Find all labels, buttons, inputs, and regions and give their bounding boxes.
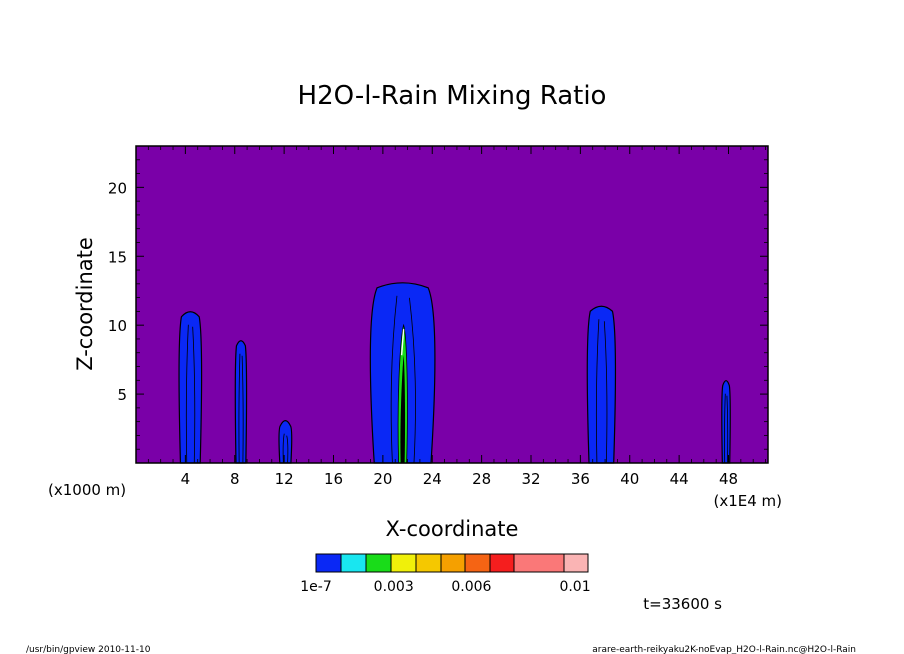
x-tick-label: 12 — [275, 470, 294, 488]
x-scale-label: (x1E4 m) — [713, 492, 782, 510]
colorbar-swatch — [365, 553, 392, 573]
colorbar-swatch — [390, 553, 417, 573]
colorbar-swatch — [440, 553, 466, 573]
colorbar-swatch — [563, 553, 589, 573]
contour-line — [390, 295, 398, 464]
contour-line — [192, 326, 196, 464]
footer-left: /usr/bin/gpview 2010-11-10 — [26, 645, 151, 654]
contour-line — [726, 395, 729, 464]
x-axis: 4 8 12 16 20 24 28 32 36 40 44 48 — [147, 146, 766, 488]
x-tick-label: 44 — [670, 470, 689, 488]
colorbar-tick-label: 0.003 — [374, 579, 414, 595]
y-tick-label: 20 — [108, 179, 127, 197]
time-label: t=33600 s — [643, 595, 722, 613]
contour-line — [238, 353, 241, 464]
x-tick-label: 8 — [230, 470, 240, 488]
contour-line — [241, 355, 244, 464]
x-tick-label: 40 — [620, 470, 639, 488]
rain-core-dense — [400, 355, 406, 463]
colorbar-tick-label: 0.006 — [451, 579, 491, 595]
x-tick-label: 28 — [472, 470, 491, 488]
contour-line — [409, 297, 416, 464]
contour-line — [595, 319, 600, 464]
x-tick-label: 20 — [373, 470, 392, 488]
contour-line — [286, 435, 289, 464]
colorbar-tick-label: 1e-7 — [300, 579, 331, 595]
plume-layer — [178, 282, 731, 464]
colorbar-tick-label: 0.01 — [559, 579, 590, 595]
contour-line — [282, 433, 285, 464]
x-tick-label: 16 — [324, 470, 343, 488]
colorbar-swatch — [340, 553, 367, 573]
rain-plume-1 — [178, 311, 203, 464]
colorbar-swatch — [489, 553, 515, 573]
x-tick-label: 4 — [181, 470, 191, 488]
x-tick-label: 36 — [571, 470, 590, 488]
colorbar-swatch — [415, 553, 442, 573]
chart-title: H2O-l-Rain Mixing Ratio — [298, 81, 607, 111]
rain-plume-6 — [721, 380, 731, 464]
colorbar-swatch — [315, 553, 342, 573]
y-axis: 5 10 15 20 — [108, 159, 768, 450]
x-axis-label: X-coordinate — [386, 517, 519, 541]
contour-line — [724, 393, 726, 464]
rain-plume-3 — [278, 420, 293, 464]
x-tick-label: 24 — [423, 470, 442, 488]
x-tick-label: 32 — [521, 470, 540, 488]
y-tick-label: 15 — [108, 248, 127, 266]
rain-plume-5 — [586, 305, 616, 464]
colorbar-swatch — [513, 553, 565, 573]
y-axis-label: Z-coordinate — [73, 237, 97, 371]
colorbar-swatch — [464, 553, 491, 573]
plot-frame — [135, 145, 769, 464]
footer-right: arare-earth-reikyaku2K-noEvap_H2O-l-Rain… — [592, 645, 856, 654]
rain-plume-2 — [234, 340, 248, 464]
x-tick-label: 48 — [719, 470, 738, 488]
contour-line — [185, 324, 189, 464]
rain-core-max — [400, 329, 405, 356]
y-tick-label: 5 — [117, 386, 127, 404]
y-tick-label: 10 — [108, 317, 127, 335]
x-unit-label: (x1000 m) — [48, 481, 126, 499]
colorbar: 1e-7 0.003 0.006 0.01 — [300, 553, 591, 595]
contour-line — [603, 321, 608, 464]
plot-area — [136, 146, 768, 463]
